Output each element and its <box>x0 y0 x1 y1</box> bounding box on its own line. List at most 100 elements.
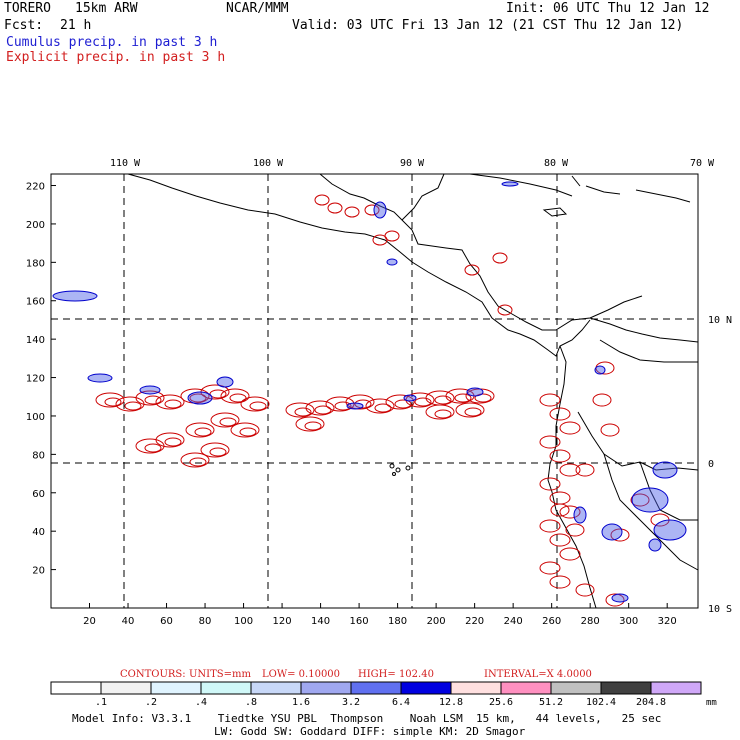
explicit-contour <box>539 519 561 533</box>
colorbar-label: 204.8 <box>636 697 666 708</box>
explicit-contour <box>144 443 162 453</box>
y-tick-label: 120 <box>26 374 45 385</box>
colorbar: .1 .2 .4 .8 1.6 3.2 6.4 12.8 25.6 51.2 102.4 204.8 <box>50 681 702 708</box>
explicit-contour <box>549 533 571 547</box>
lat-label: 10 N <box>708 315 732 326</box>
cumulus-cell <box>216 376 234 388</box>
tick-group: 20 40 60 80 100 120 140 160 180 200 220 240 260 280 30… <box>26 182 677 627</box>
contour-units: UNITS=mm <box>189 669 252 680</box>
colorbar-label: .8 <box>245 697 257 708</box>
colorbar-swatch <box>150 681 202 695</box>
precip-layer <box>52 181 687 607</box>
y-tick-label: 160 <box>26 297 45 308</box>
colorbar-label: 12.8 <box>439 697 463 708</box>
explicit-contour <box>209 389 227 399</box>
contour-interval: INTERVAL=X 4.0000 <box>484 669 592 680</box>
coastlines <box>127 173 699 609</box>
explicit-contour <box>454 393 472 403</box>
fcst-hours: 21 h <box>60 18 92 33</box>
x-tick-label: 300 <box>619 616 638 627</box>
colorbar-swatch <box>100 681 152 695</box>
x-tick-label: 100 <box>234 616 253 627</box>
explicit-contour <box>549 407 571 421</box>
explicit-contour <box>434 395 452 405</box>
explicit-contour <box>155 394 185 410</box>
explicit-contour <box>539 477 561 491</box>
lat-label: 0 <box>708 459 714 470</box>
colorbar-label: 1.6 <box>292 697 310 708</box>
y-tick-label: 140 <box>26 335 45 346</box>
explicit-contour <box>539 435 561 449</box>
explicit-contour <box>539 561 561 575</box>
colorbar-swatch <box>250 681 302 695</box>
explicit-contour <box>230 422 260 438</box>
explicit-contour <box>559 463 581 477</box>
cumulus-cell <box>501 181 519 187</box>
lon-label: 80 W <box>544 158 569 169</box>
x-tick-label: 120 <box>273 616 292 627</box>
explicit-contour <box>497 304 513 316</box>
colorbar-swatch <box>500 681 552 695</box>
y-tick-label: 80 <box>32 450 45 461</box>
x-tick-label: 260 <box>542 616 561 627</box>
explicit-contour <box>600 423 620 437</box>
colorbar-swatch <box>200 681 252 695</box>
colorbar-swatch <box>50 681 102 695</box>
explicit-contour <box>209 447 227 457</box>
cumulus-cell <box>52 290 98 302</box>
explicit-contour <box>364 204 380 216</box>
explicit-contour <box>592 393 612 407</box>
explicit-contour <box>124 401 142 411</box>
colorbar-label: .2 <box>145 697 157 708</box>
explicit-contour <box>464 407 482 417</box>
explicit-contour <box>374 403 392 413</box>
x-tick-label: 60 <box>160 616 173 627</box>
cumulus-cell <box>139 385 161 395</box>
explicit-legend: Explicit precip. in past 3 h <box>6 50 226 65</box>
explicit-contour <box>210 412 240 428</box>
explicit-contour <box>550 503 570 517</box>
x-tick-label: 280 <box>581 616 600 627</box>
colorbar-swatch <box>400 681 452 695</box>
cumulus-cell <box>466 387 484 397</box>
explicit-contour <box>605 593 625 607</box>
center-name: NCAR/MMM <box>226 1 289 16</box>
cumulus-cell <box>573 506 587 524</box>
explicit-contour <box>229 393 247 403</box>
explicit-contour <box>135 438 165 454</box>
explicit-contour <box>425 404 455 420</box>
y-tick-label: 180 <box>26 258 45 269</box>
x-tick-label: 220 <box>465 616 484 627</box>
explicit-contour <box>539 393 561 407</box>
model-info-line1: Model Info: V3.3.1 Tiedtke YSU PBL Thomp… <box>72 712 662 725</box>
explicit-contour <box>474 393 492 403</box>
cumulus-cell <box>648 538 662 552</box>
explicit-contour <box>164 437 182 447</box>
explicit-contour <box>414 397 432 407</box>
explicit-contour <box>549 449 571 463</box>
explicit-contour <box>559 505 581 519</box>
colorbar-swatch <box>650 681 702 695</box>
model-info-line2: LW: Godd SW: Goddard DIFF: simple KM: 2D… <box>214 725 526 738</box>
colorbar-swatch <box>300 681 352 695</box>
explicit-contour <box>135 390 165 406</box>
explicit-contour <box>219 417 237 427</box>
init-time: Init: 06 UTC Thu 12 Jan 12 <box>506 1 710 16</box>
explicit-contour <box>354 399 372 409</box>
x-tick-label: 40 <box>122 616 135 627</box>
explicit-contour <box>305 400 335 416</box>
colorbar-swatch <box>550 681 602 695</box>
y-tick-label: 100 <box>26 412 45 423</box>
explicit-contour <box>344 206 360 218</box>
model-resolution: 15km ARW <box>75 1 138 16</box>
cumulus-cell <box>386 258 398 266</box>
x-tick-label: 80 <box>199 616 212 627</box>
explicit-contour <box>455 402 485 418</box>
explicit-contour <box>295 416 325 432</box>
explicit-contour <box>285 402 315 418</box>
cumulus-cell <box>611 593 629 603</box>
cumulus-cell <box>653 519 687 541</box>
cumulus-cell <box>346 402 364 410</box>
colorbar-label: 25.6 <box>489 697 513 708</box>
